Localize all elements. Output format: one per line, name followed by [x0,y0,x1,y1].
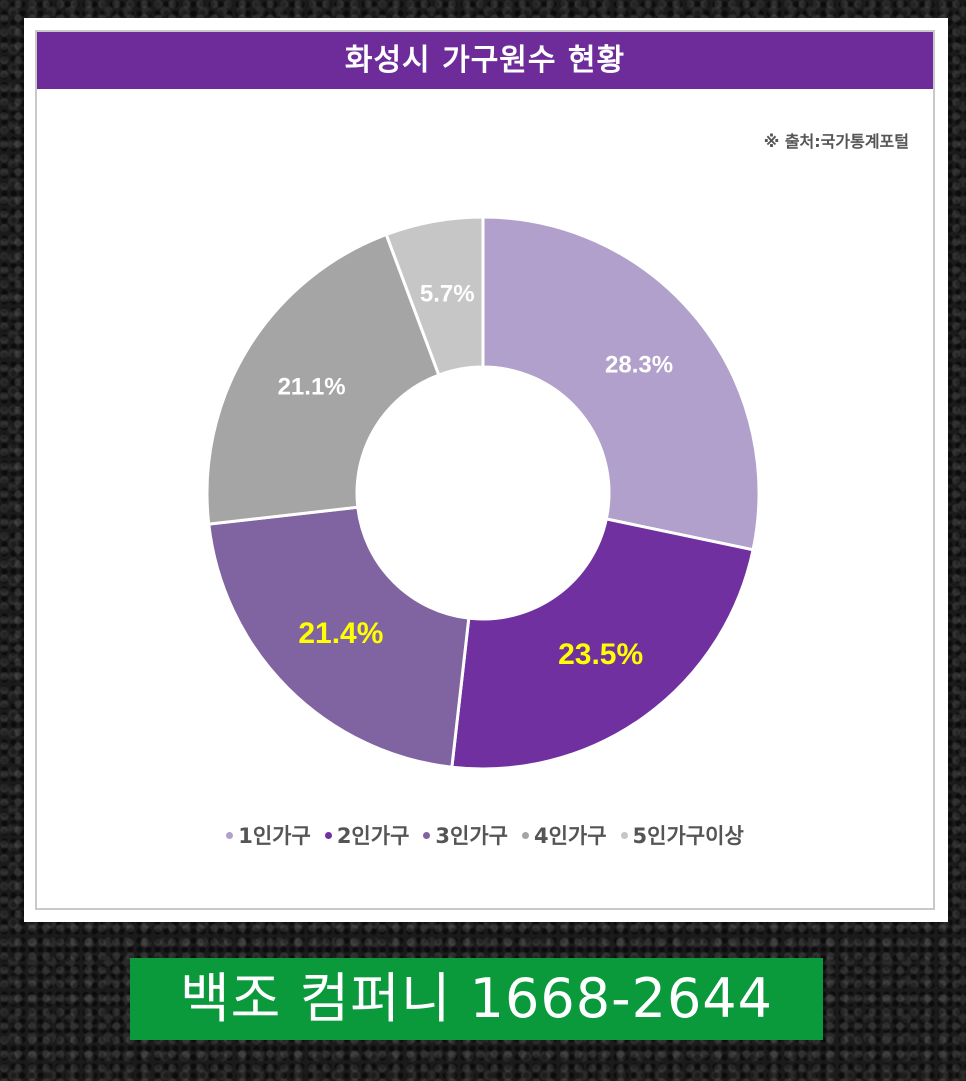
legend-swatch-1 [226,831,234,839]
chart-card: 화성시 가구원수 현황 ※ 출처:국가통계포털 28.3% 23.5% 21.4% 2… [24,18,948,922]
legend-item-3: 3인가구 [423,820,508,850]
donut-slice-1 [481,215,761,552]
company-banner: 백조 컴퍼니 1668-2644 [130,958,823,1040]
source-note: ※ 출처:국가통계포털 [763,132,909,151]
donut-slice-5 [384,215,485,377]
donut-slice-4 [205,232,441,526]
donut-chart: 28.3% 23.5% 21.4% 21.1% 5.7% [205,215,761,771]
legend-swatch-5 [620,831,628,839]
slice-label-5: 5.7% [420,281,475,308]
legend-label-1: 1인가구 [238,824,311,848]
legend-item-1: 1인가구 [226,820,311,850]
legend-swatch-4 [521,831,529,839]
legend-swatch-2 [324,831,332,839]
chart-frame: 화성시 가구원수 현황 ※ 출처:국가통계포털 28.3% 23.5% 21.4% 2… [35,30,935,910]
legend-item-4: 4인가구 [521,820,607,850]
slice-label-2: 23.5% [558,638,643,671]
donut-slice-3 [207,505,471,769]
donut-slice-2 [450,517,755,771]
chart-title: 화성시 가구원수 현황 [37,32,933,89]
legend-swatch-3 [423,831,431,839]
legend-label-5: 5인가구이상 [632,824,744,848]
legend-item-5: 5인가구이상 [620,820,744,850]
slice-label-3: 21.4% [298,617,383,650]
legend-label-4: 4인가구 [533,824,607,848]
legend-label-3: 3인가구 [435,824,508,848]
legend-item-2: 2인가구 [324,820,410,850]
legend-label-2: 2인가구 [336,824,410,848]
chart-legend: 1인가구 2인가구 3인가구 4인가구 5인가구이상 [37,820,933,850]
slice-label-1: 28.3% [605,352,673,379]
slice-label-4: 21.1% [278,373,346,400]
